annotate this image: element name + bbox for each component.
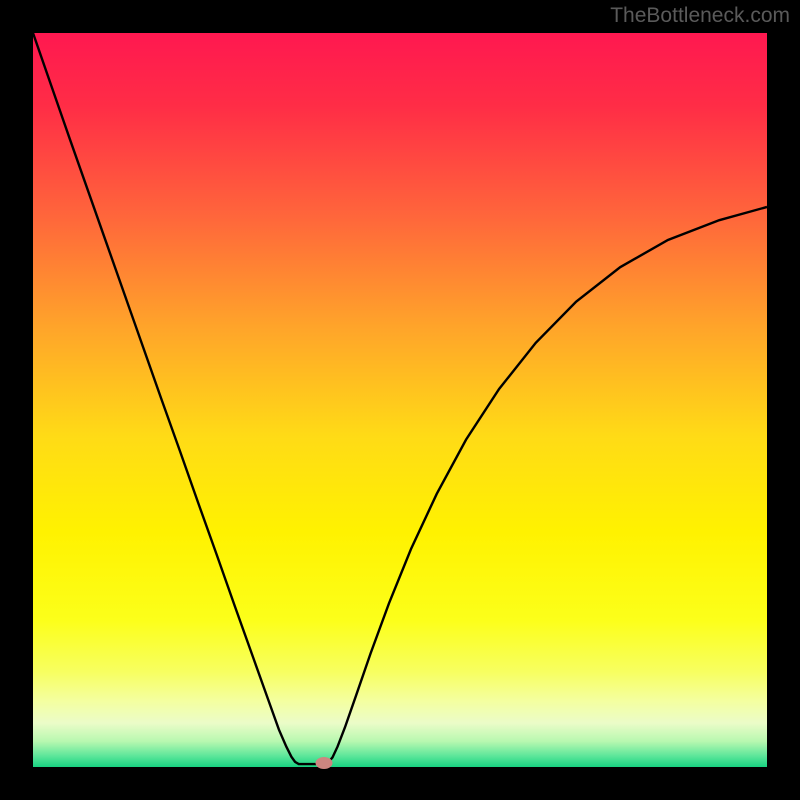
watermark-text: TheBottleneck.com <box>610 4 790 28</box>
curve-layer <box>33 33 767 767</box>
optimum-marker <box>316 757 333 769</box>
bottleneck-curve <box>33 33 767 764</box>
chart-area <box>33 33 767 767</box>
